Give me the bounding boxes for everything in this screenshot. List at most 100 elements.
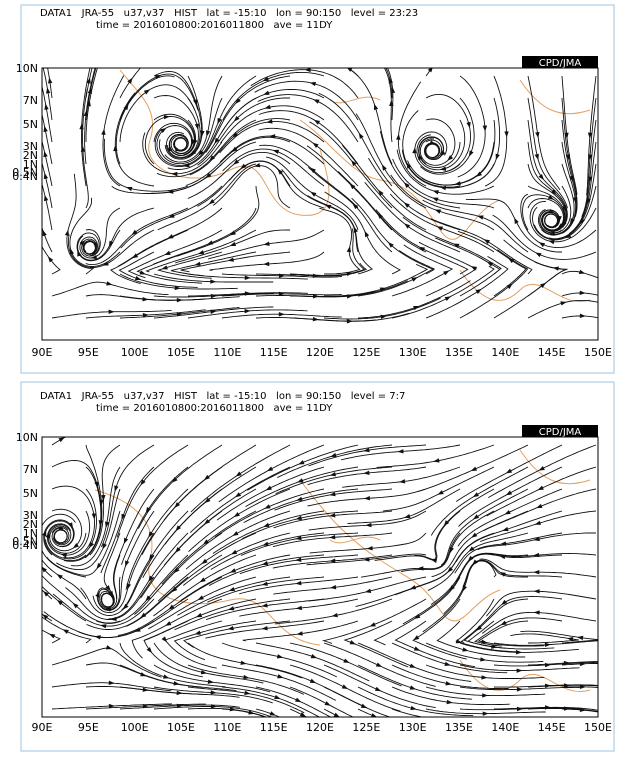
arrowhead (193, 99, 198, 106)
arrowhead (108, 240, 114, 247)
arrowhead (174, 145, 180, 153)
arrowhead (533, 536, 540, 542)
arrowhead (163, 114, 170, 120)
y-tick-label: 0.4N (12, 170, 38, 183)
arrowhead (233, 159, 240, 165)
arrowhead (90, 254, 98, 260)
arrowhead (500, 620, 507, 626)
arrowhead (360, 703, 368, 709)
arrowhead (563, 706, 570, 711)
arrowhead (352, 203, 359, 210)
arrowhead (58, 437, 65, 443)
arrowhead (104, 521, 110, 528)
streamline (187, 686, 305, 714)
arrowhead (572, 197, 578, 204)
x-tick-label: 125E (352, 346, 380, 359)
x-tick-label: 135E (445, 721, 473, 734)
x-tick-label: 105E (167, 721, 195, 734)
arrowhead (277, 674, 284, 679)
arrowhead (228, 606, 235, 611)
arrowhead (379, 287, 387, 292)
arrowhead (443, 270, 450, 276)
arrowhead (101, 128, 106, 135)
arrowhead (579, 313, 586, 319)
arrowhead (296, 631, 303, 636)
streamline (421, 119, 496, 186)
coastline (459, 269, 591, 303)
arrowhead (508, 257, 515, 264)
plot-area (42, 437, 598, 717)
arrowhead (413, 305, 420, 311)
y-tick-label: 10N (16, 62, 38, 75)
arrowhead (263, 261, 270, 267)
streamline (281, 169, 359, 253)
arrowhead (454, 181, 461, 186)
coastline (299, 479, 501, 622)
streamline (527, 75, 561, 191)
coastline (119, 69, 330, 216)
streamline (357, 250, 435, 297)
arrowhead (214, 137, 220, 145)
arrowhead (346, 271, 353, 277)
arrowhead (309, 81, 317, 87)
arrowhead (515, 650, 522, 655)
streamline (374, 510, 461, 561)
arrowhead (233, 115, 240, 122)
arrowhead (295, 557, 302, 562)
arrowhead (495, 153, 500, 161)
arrowhead (363, 470, 370, 475)
arrowhead (194, 123, 200, 130)
arrowhead (418, 246, 426, 252)
arrowhead (439, 185, 447, 191)
x-tick-label: 130E (399, 346, 427, 359)
streamline (307, 195, 373, 275)
arrowhead (248, 710, 255, 715)
arrowhead (263, 90, 270, 95)
arrowhead (481, 675, 488, 680)
arrowhead (514, 217, 519, 224)
arrowhead (409, 663, 416, 668)
arrowhead (253, 162, 261, 168)
arrowhead (578, 269, 586, 275)
arrowhead (244, 275, 251, 280)
x-tick-label: 105E (167, 346, 195, 359)
arrowhead (146, 647, 153, 654)
arrowhead (557, 215, 562, 223)
streamline (420, 97, 475, 175)
arrowhead (535, 252, 542, 258)
arrowhead (462, 647, 469, 652)
streamline (455, 553, 563, 583)
arrowhead (410, 705, 417, 711)
arrowhead (329, 471, 337, 477)
arrowhead (43, 125, 48, 133)
arrowhead (387, 242, 394, 248)
arrowhead (427, 68, 434, 73)
arrowhead (406, 162, 412, 169)
arrowhead (480, 657, 487, 662)
arrowhead (437, 490, 444, 495)
arrowhead (482, 693, 489, 698)
x-tick-label: 115E (260, 346, 288, 359)
arrowhead (200, 130, 205, 137)
arrowhead (538, 173, 544, 181)
header-line: time = 2016010800:2016011800 ave = 11DY (96, 20, 333, 31)
streamline (357, 664, 473, 700)
arrowhead (418, 153, 423, 160)
arrowhead (168, 145, 173, 152)
arrowhead (62, 629, 69, 634)
arrowhead (200, 670, 208, 675)
arrowhead (333, 712, 340, 717)
arrowhead (100, 624, 107, 629)
arrowhead (235, 98, 241, 105)
streamline (318, 92, 393, 187)
arrowhead (194, 261, 201, 267)
x-tick-label: 150E (584, 346, 612, 359)
coastline (329, 96, 381, 104)
y-tick-label: 1N (23, 158, 38, 171)
arrowhead (148, 531, 154, 538)
arrowhead (123, 537, 129, 545)
arrowhead (548, 239, 555, 245)
streamline (100, 466, 155, 574)
arrowhead (234, 492, 242, 498)
arrowhead (176, 297, 183, 303)
